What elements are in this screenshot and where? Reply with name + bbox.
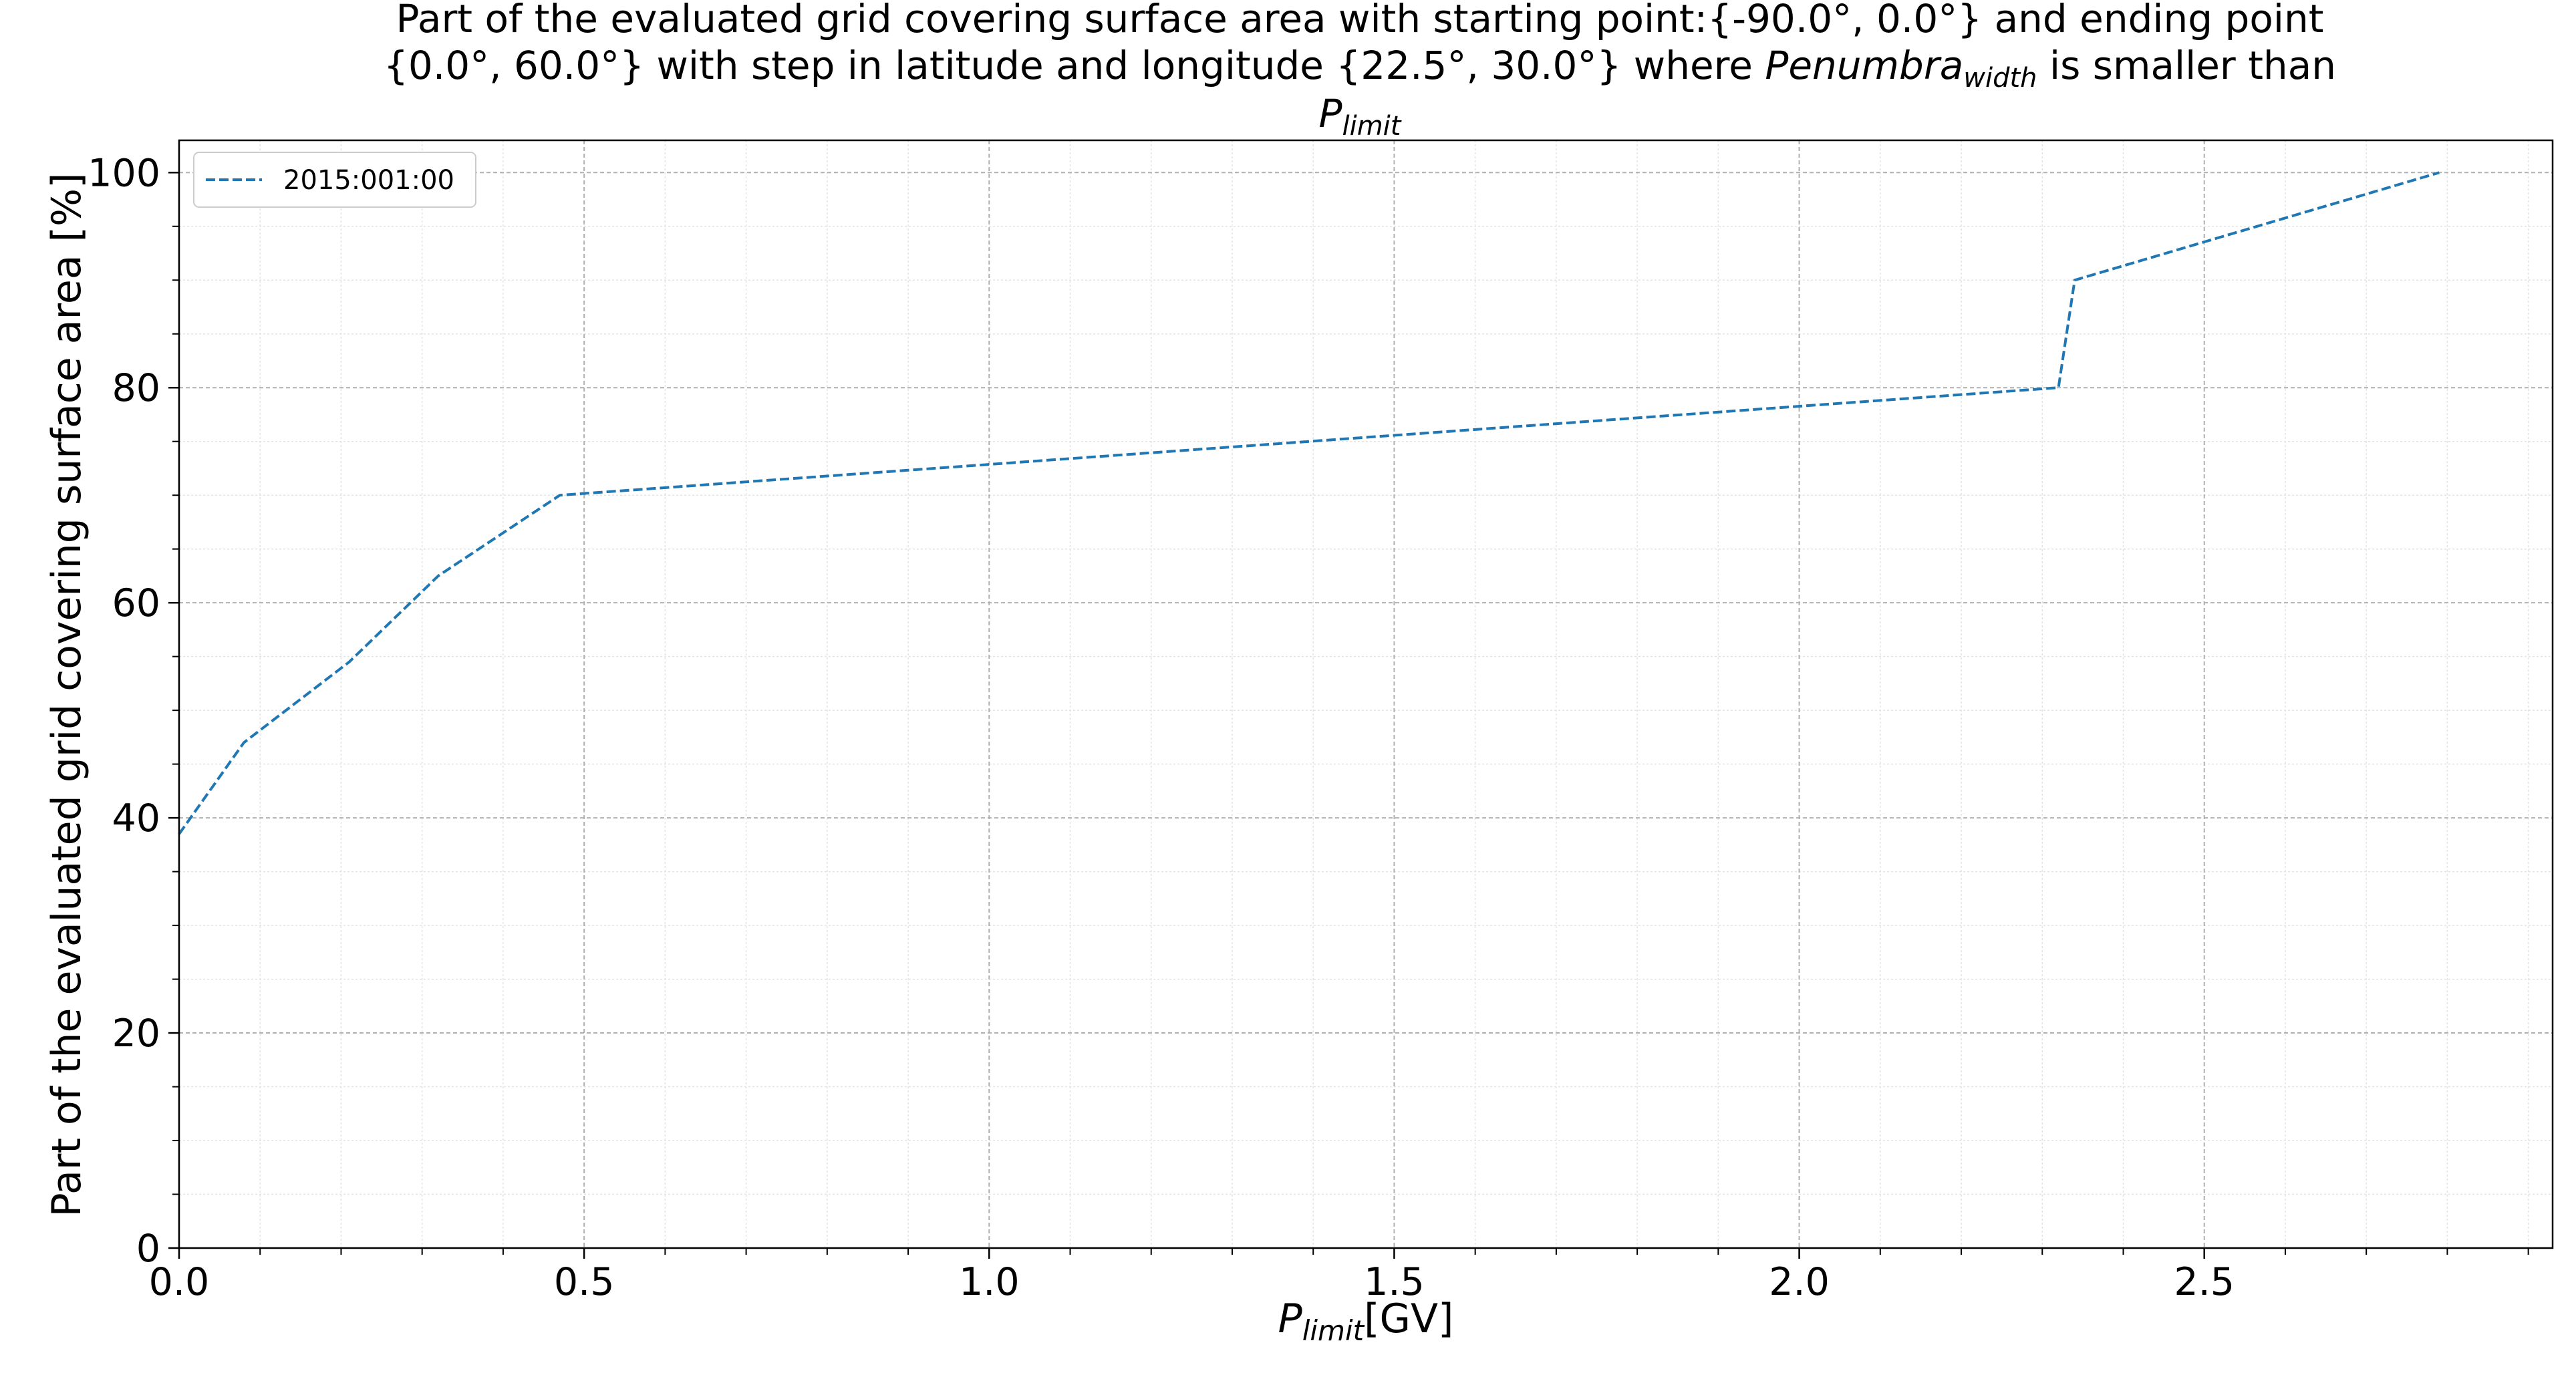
y-tick-label: 40 <box>112 796 160 841</box>
y-axis-label: Part of the evaluated grid covering surf… <box>43 173 90 1217</box>
x-tick-label: 1.0 <box>959 1260 1020 1304</box>
x-label-unit: [GV] <box>1364 1295 1453 1342</box>
legend-label: 2015:001:00 <box>283 165 454 196</box>
title-line-2-b: is smaller than <box>2037 43 2336 88</box>
chart-title: Part of the evaluated grid covering surf… <box>384 0 2336 142</box>
x-tick-label: 2.5 <box>2174 1260 2235 1304</box>
title-line-1: Part of the evaluated grid covering surf… <box>396 0 2324 41</box>
title-plimit-sub: limit <box>1342 111 1401 142</box>
x-label-sub: limit <box>1302 1314 1365 1347</box>
y-tick-label: 60 <box>112 581 160 625</box>
series-layer <box>178 171 2440 835</box>
title-line-3: Plimit <box>1319 91 1402 142</box>
title-line-2: {0.0°, 60.0°} with step in latitude and … <box>384 43 2336 94</box>
title-line-2-a: {0.0°, 60.0°} with step in latitude and … <box>384 43 1765 88</box>
minor-grid <box>179 140 2553 1248</box>
x-tick-label: 2.0 <box>1769 1260 1830 1304</box>
x-tick-label: 0.5 <box>554 1260 615 1304</box>
y-tick-label: 0 <box>136 1227 160 1271</box>
title-plimit: P <box>1319 91 1342 136</box>
x-tick-label: 1.5 <box>1364 1260 1425 1304</box>
x-tick-label: 0.0 <box>149 1260 210 1304</box>
major-grid <box>178 140 2553 1249</box>
title-penumbra-sub: width <box>1963 63 2037 94</box>
y-tick-label: 100 <box>88 151 160 195</box>
series-line <box>178 171 2440 835</box>
plot-frame <box>178 139 2554 1249</box>
x-axis-ticks: 0.0 0.5 1.0 1.5 2.0 2.5 <box>149 1248 2529 1304</box>
legend-box <box>193 152 476 208</box>
y-axis-ticks: 0 20 40 60 80 100 <box>88 151 179 1271</box>
x-axis-label: Plimit[GV] <box>1278 1295 1454 1347</box>
legend: 2015:001:00 <box>193 152 476 208</box>
y-tick-label: 80 <box>112 366 160 410</box>
title-penumbra: Penumbra <box>1765 43 1963 88</box>
y-tick-label: 20 <box>112 1012 160 1056</box>
x-label-base: P <box>1278 1295 1303 1342</box>
